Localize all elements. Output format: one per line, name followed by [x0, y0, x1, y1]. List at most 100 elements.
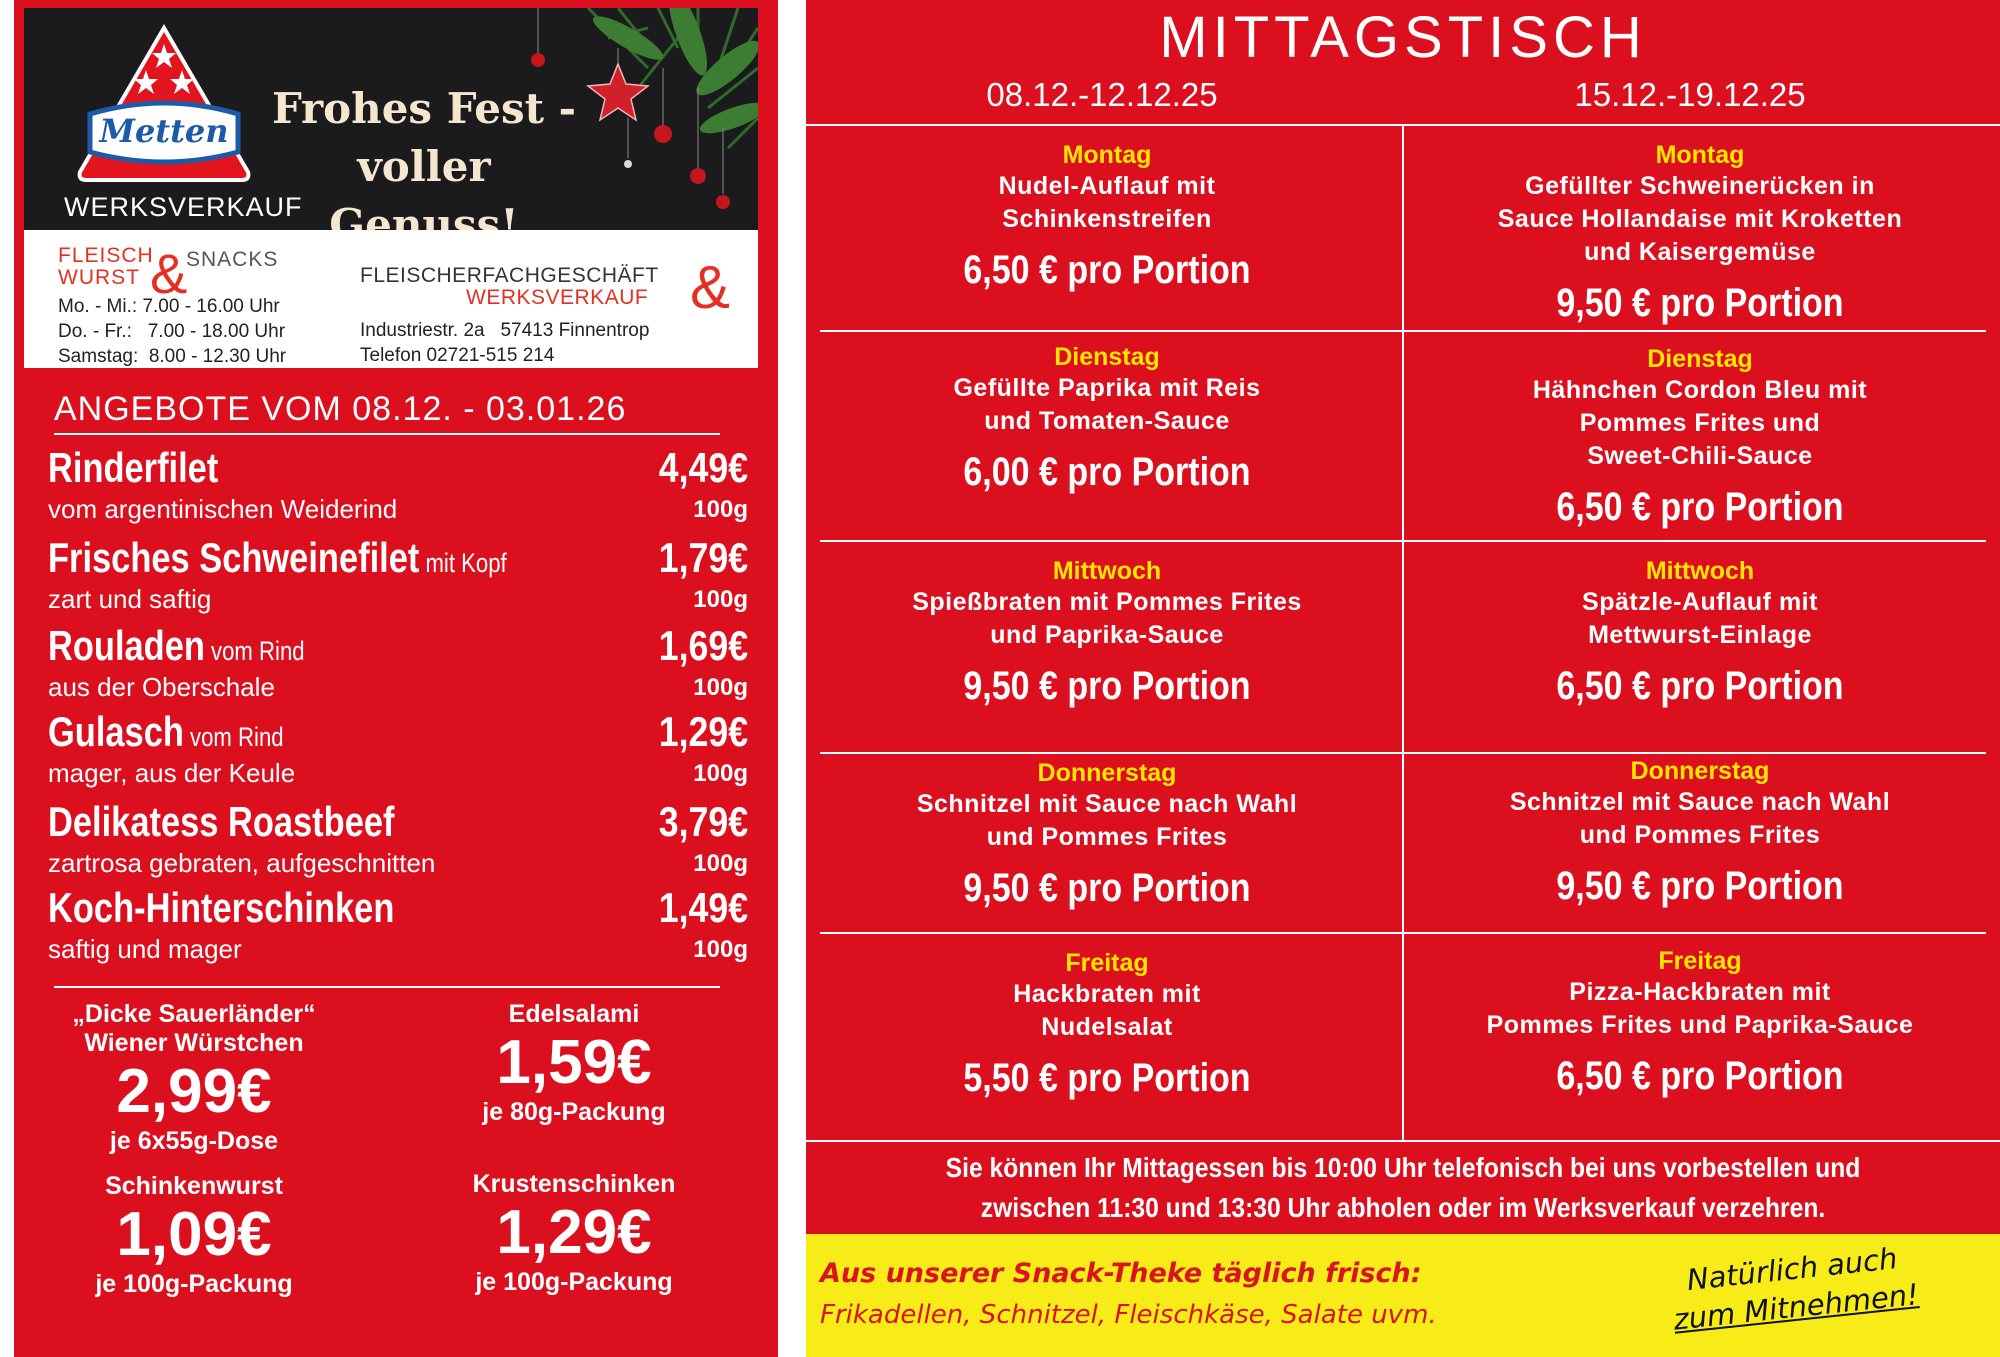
- dish-price: 5,50 € pro Portion: [963, 1056, 1251, 1100]
- day-label: Dienstag: [1054, 343, 1160, 371]
- offer-name: Gulasch vom Rind: [48, 708, 284, 755]
- dish-line: Spießbraten mit Pommes Frites: [912, 588, 1302, 616]
- special-price: 1,29€: [496, 1198, 652, 1267]
- phone: Telefon 02721-515 214: [360, 345, 555, 366]
- dish-line: und Paprika-Sauce: [990, 621, 1224, 649]
- menu-cell: Mittwoch Spätzle-Auflauf mit Mettwurst-E…: [1410, 556, 1990, 712]
- offers-heading: ANGEBOTE VOM 08.12. - 03.01.26: [54, 390, 720, 435]
- offer-item: Rouladen vom Rind aus der Oberschale 1,6…: [48, 622, 748, 708]
- special-offer: Schinkenwurst 1,09€ je 100g-Packung: [34, 1172, 354, 1299]
- dish-line: Sweet-Chili-Sauce: [1587, 442, 1813, 470]
- dish-price: 9,50 € pro Portion: [963, 664, 1251, 708]
- menu-cell: Dienstag Hähnchen Cordon Bleu mit Pommes…: [1410, 344, 1990, 533]
- grid-line: [1402, 124, 1404, 1140]
- day-label: Mittwoch: [1052, 557, 1162, 585]
- dish-line: Schnitzel mit Sauce nach Wahl: [1509, 788, 1891, 816]
- dish-line: Pommes Frites und: [1579, 409, 1821, 437]
- christmas-branch-decoration: [531, 8, 758, 209]
- offer-description: aus der Oberschale: [48, 672, 275, 702]
- dish-price: 6,50 € pro Portion: [1556, 485, 1844, 529]
- menu-cell: Montag Gefüllter Schweinerücken in Sauce…: [1410, 140, 1990, 329]
- offer-item: Gulasch vom Rind mager, aus der Keule 1,…: [48, 708, 748, 794]
- special-title: Schinkenwurst: [105, 1172, 283, 1200]
- special-offer: Krustenschinken 1,29€ je 100g-Packung: [404, 1170, 744, 1297]
- special-price: 2,99€: [116, 1057, 272, 1126]
- special-unit: je 6x55g-Dose: [109, 1127, 279, 1155]
- day-label: Donnerstag: [1037, 759, 1177, 787]
- snack-banner: Aus unserer Snack-Theke täglich frisch: …: [806, 1234, 2000, 1357]
- week-label: 15.12.-19.12.25: [1574, 76, 1806, 113]
- dish-price: 9,50 € pro Portion: [1556, 864, 1844, 908]
- offer-unit: 100g: [693, 760, 748, 787]
- shop-line2: WERKSVERKAUF: [466, 286, 649, 309]
- offer-unit: 100g: [693, 496, 748, 523]
- special-title: „Dicke Sauerländer“: [72, 1000, 316, 1028]
- offer-price: 1,49€: [658, 884, 748, 931]
- offer-name: Koch-Hinterschinken: [48, 884, 395, 931]
- dish-line: Spätzle-Auflauf mit: [1582, 588, 1818, 616]
- offer-unit: 100g: [693, 936, 748, 963]
- slogan-line1: Frohes Fest -: [271, 84, 577, 133]
- address-block: Industriestr. 2a 57413 Finnentrop Telefo…: [360, 318, 649, 368]
- dish-line: Hackbraten mit: [1013, 980, 1201, 1008]
- offer-name: Rouladen vom Rind: [48, 622, 305, 669]
- dish-line: Pommes Frites und Paprika-Sauce: [1486, 1011, 1914, 1039]
- snack-heading: Aus unserer Snack-Theke täglich frisch:: [820, 1258, 1422, 1289]
- special-offer: Edelsalami 1,59€ je 80g-Packung: [404, 1000, 744, 1127]
- offer-unit: 100g: [693, 586, 748, 613]
- offer-unit: 100g: [693, 850, 748, 877]
- takeaway-note: Natürlich auch zum Mitnehmen!: [1641, 1235, 1947, 1342]
- special-unit: je 80g-Packung: [482, 1098, 666, 1126]
- dish-price: 6,50 € pro Portion: [1556, 1054, 1844, 1098]
- offer-price: 1,69€: [658, 622, 748, 669]
- metten-logo: Metten: [77, 24, 251, 182]
- offer-price: 3,79€: [658, 798, 748, 845]
- grid-line: [820, 540, 1986, 542]
- fws-ampersand: &: [150, 242, 188, 305]
- offer-name: Rinderfilet: [48, 444, 219, 491]
- offer-item: Delikatess Roastbeef zartrosa gebraten, …: [48, 798, 748, 884]
- hours-line: Mo. - Mi.: 7.00 - 16.00 Uhr: [58, 296, 280, 317]
- dish-line: Hähnchen Cordon Bleu mit: [1532, 376, 1868, 404]
- fws-fleisch: FLEISCH: [58, 244, 154, 267]
- divider: [54, 986, 720, 988]
- hours-line: Do. - Fr.: 7.00 - 18.00 Uhr: [58, 321, 286, 342]
- special-price: 1,59€: [496, 1028, 652, 1097]
- offer-name: Delikatess Roastbeef: [48, 798, 395, 845]
- fws-wurst: WURST: [58, 266, 140, 289]
- banner-dark-area: Metten WERKSVERKAUF Frohes Fest - voller…: [24, 8, 758, 230]
- menu-cell: Dienstag Gefüllte Paprika mit Reis und T…: [822, 342, 1392, 498]
- special-price: 1,09€: [116, 1200, 272, 1269]
- offer-description: mager, aus der Keule: [48, 758, 296, 788]
- dish-price: 9,50 € pro Portion: [963, 866, 1251, 910]
- snack-items: Frikadellen, Schnitzel, Fleischkäse, Sal…: [820, 1300, 1437, 1330]
- offer-item: Koch-Hinterschinken saftig und mager 1,4…: [48, 884, 748, 970]
- special-unit: je 100g-Packung: [475, 1268, 673, 1296]
- menu-cell: Montag Nudel-Auflauf mit Schinkenstreife…: [822, 140, 1392, 296]
- offers-flyer: Metten WERKSVERKAUF Frohes Fest - voller…: [14, 0, 778, 1357]
- special-title: Wiener Würstchen: [84, 1029, 304, 1057]
- note-line: zwischen 11:30 und 13:30 Uhr abholen ode…: [980, 1192, 1826, 1223]
- special-title: Edelsalami: [508, 1000, 640, 1028]
- dish-line: Pizza-Hackbraten mit: [1569, 978, 1831, 1006]
- menu-cell: Donnerstag Schnitzel mit Sauce nach Wahl…: [822, 758, 1392, 914]
- grid-line: [820, 932, 1986, 934]
- offer-item: Rinderfilet vom argentinischen Weiderind…: [48, 444, 748, 530]
- grid-line: [820, 330, 1986, 332]
- slogan-line2: voller Genuss!: [329, 142, 519, 230]
- shop-line1: FLEISCHERFACHGESCHÄFT: [360, 264, 659, 287]
- menu-cell: Freitag Pizza-Hackbraten mit Pommes Frit…: [1410, 946, 1990, 1102]
- special-offer: „Dicke Sauerländer“ Wiener Würstchen 2,9…: [34, 1000, 354, 1156]
- offer-item: Frisches Schweinefilet mit Kopf zart und…: [48, 534, 748, 620]
- dish-line: Sauce Hollandaise mit Kroketten: [1497, 205, 1903, 233]
- dish-price: 6,00 € pro Portion: [963, 450, 1251, 494]
- note-line: Sie können Ihr Mittagessen bis 10:00 Uhr…: [945, 1152, 1861, 1183]
- offer-description: zartrosa gebraten, aufgeschnitten: [48, 848, 436, 878]
- day-label: Montag: [1062, 141, 1152, 169]
- day-label: Montag: [1655, 141, 1745, 169]
- dish-line: Gefüllter Schweinerücken in: [1525, 172, 1875, 200]
- dish-line: und Pommes Frites: [1579, 821, 1821, 849]
- shop-ampersand: &: [690, 254, 731, 321]
- menu-cell: Donnerstag Schnitzel mit Sauce nach Wahl…: [1410, 756, 1990, 912]
- offer-description: zart und saftig: [48, 584, 212, 614]
